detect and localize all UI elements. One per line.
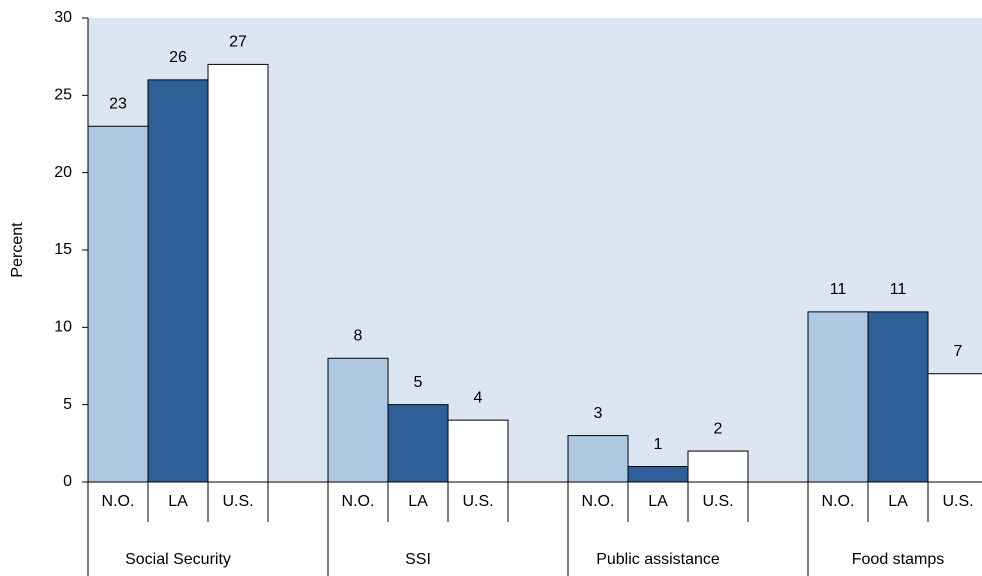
x-tick-label: LA [888, 493, 908, 510]
x-tick-label: LA [408, 493, 428, 510]
data-label: 2 [714, 420, 723, 437]
data-label: 4 [474, 389, 483, 406]
bar [927, 373, 982, 482]
y-tick-label: 5 [63, 396, 72, 413]
bar [327, 357, 389, 482]
data-label: 23 [109, 95, 127, 112]
x-tick-label: U.S. [702, 493, 733, 510]
y-tick-label: 25 [54, 87, 72, 104]
data-label: 27 [229, 34, 247, 51]
data-label: 26 [169, 49, 187, 66]
x-tick-label: N.O. [342, 493, 375, 510]
bar [627, 466, 689, 482]
plot-area [88, 63, 982, 482]
bar [567, 435, 629, 482]
y-axis-label: Percent [9, 222, 26, 278]
data-label: 11 [890, 281, 907, 298]
y-tick-label: 15 [54, 241, 72, 258]
x-tick-label: U.S. [462, 493, 493, 510]
data-label: 3 [594, 405, 603, 422]
bar [807, 311, 869, 482]
x-tick-label: N.O. [582, 493, 615, 510]
category-label: Social Security [125, 551, 231, 568]
x-tick-label: LA [648, 493, 668, 510]
y-tick-label: 0 [63, 473, 72, 490]
category-label: Public assistance [596, 551, 720, 568]
x-tick-label: N.O. [822, 493, 855, 510]
bar [207, 63, 269, 482]
bar [687, 450, 749, 482]
data-label: 7 [954, 343, 963, 360]
y-tick-label: 20 [54, 164, 72, 181]
data-label: 11 [830, 281, 847, 298]
bar [387, 404, 449, 482]
bar [147, 79, 209, 482]
data-label: 8 [354, 327, 363, 344]
y-tick-label: 30 [54, 9, 72, 26]
x-tick-label: U.S. [222, 493, 253, 510]
x-tick-label: N.O. [102, 493, 135, 510]
bar [447, 419, 509, 482]
x-tick-label: LA [168, 493, 188, 510]
category-label: Food stamps [852, 551, 944, 568]
y-tick-label: 10 [54, 319, 72, 336]
category-label: SSI [405, 551, 431, 568]
bar [867, 311, 929, 482]
data-label: 1 [654, 436, 663, 453]
bar [88, 125, 149, 482]
x-tick-label: U.S. [942, 493, 973, 510]
data-label: 5 [414, 374, 423, 391]
